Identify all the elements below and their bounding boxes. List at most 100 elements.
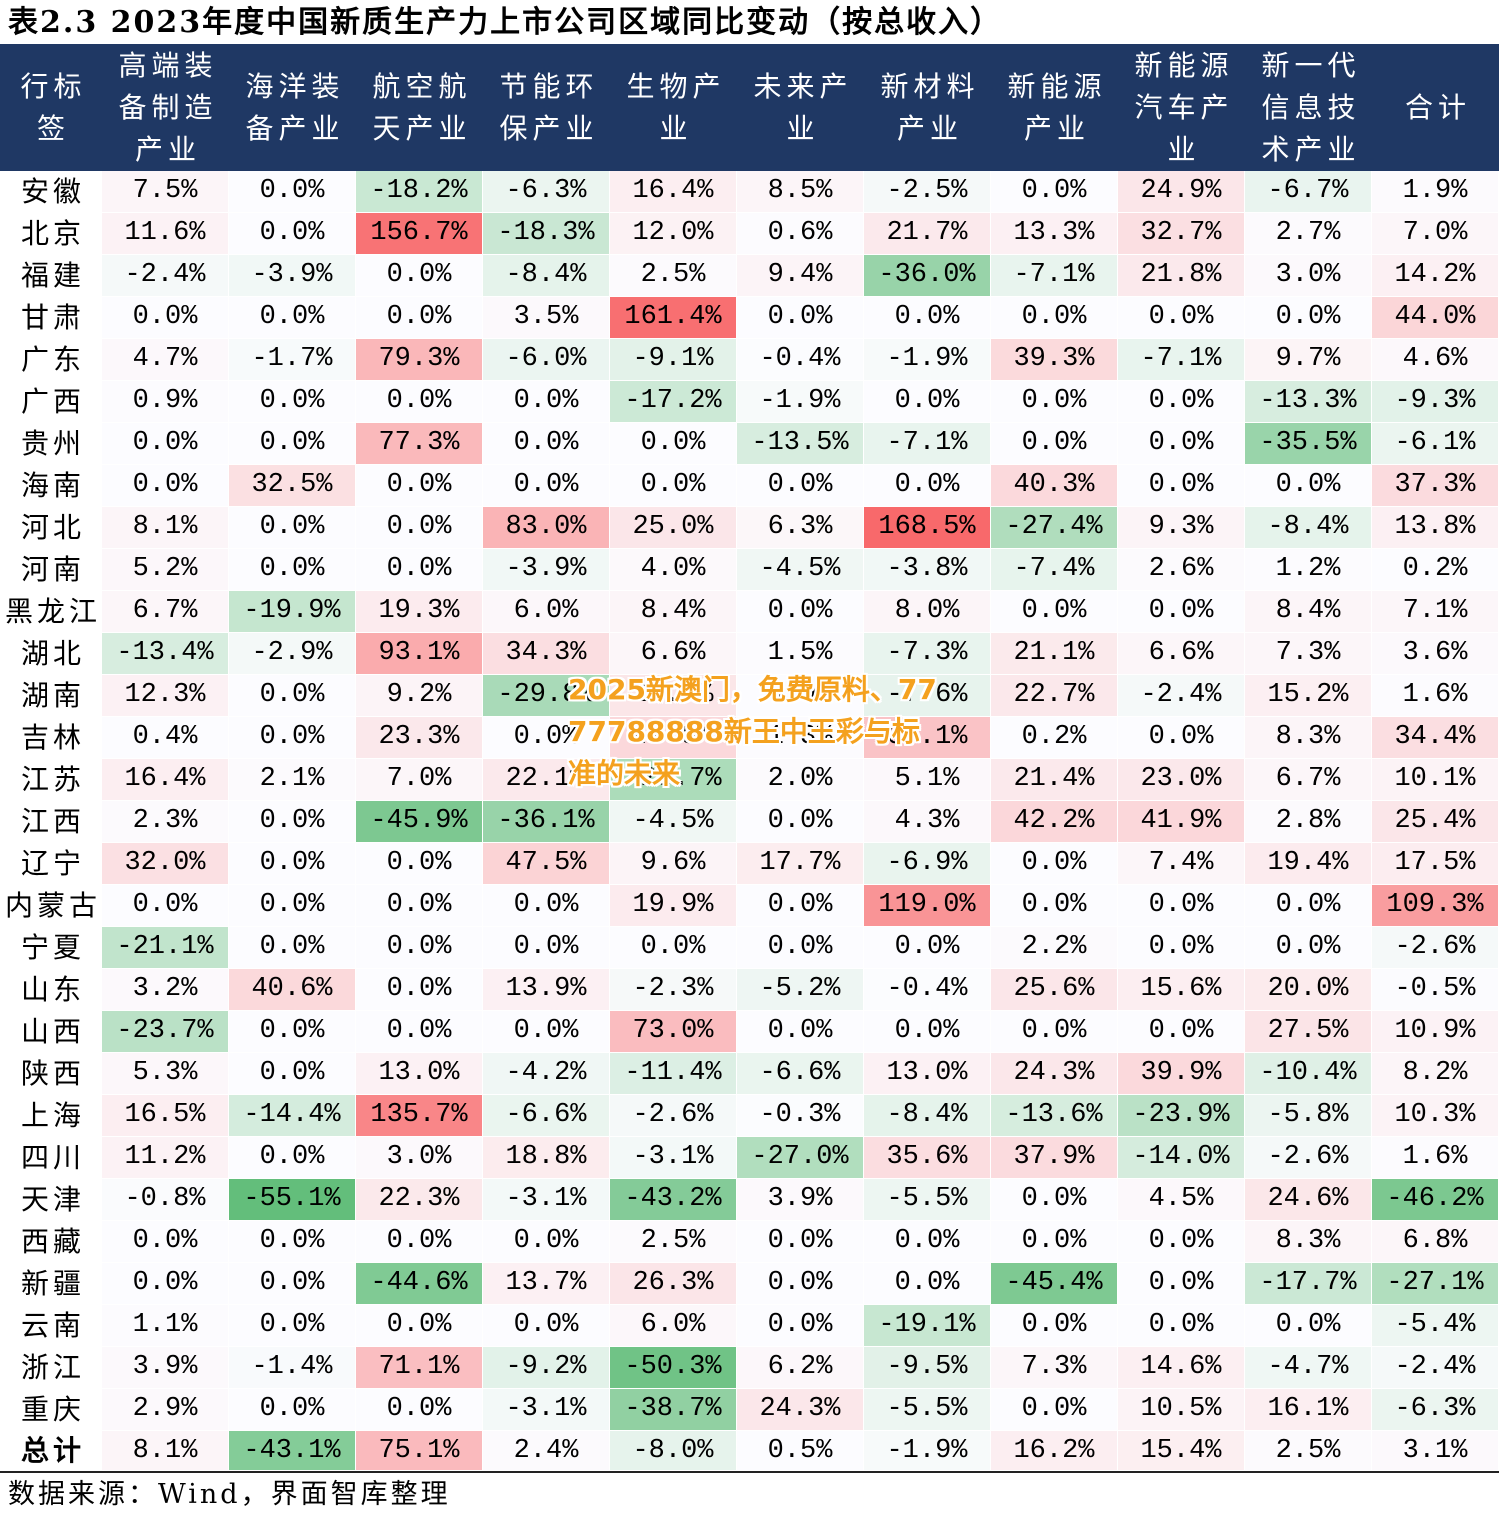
value-cell: 71.1%: [356, 1347, 483, 1389]
value-cell: 32.5%: [229, 465, 356, 507]
value-cell: -7.1%: [864, 423, 991, 465]
row-label: 重庆: [0, 1389, 102, 1431]
value-cell: 7.5%: [102, 171, 229, 213]
value-cell: 0.0%: [483, 927, 610, 969]
row-label: 山西: [0, 1011, 102, 1053]
value-cell: 0.0%: [356, 927, 483, 969]
value-cell: -13.3%: [1245, 381, 1372, 423]
row-label: 江苏: [0, 759, 102, 801]
row-label: 山东: [0, 969, 102, 1011]
value-cell: 83.0%: [483, 507, 610, 549]
value-cell: 0.0%: [356, 549, 483, 591]
value-cell: 1.3%: [737, 717, 864, 759]
value-cell: -13.6%: [991, 1095, 1118, 1137]
value-cell: 0.0%: [483, 381, 610, 423]
value-cell: 0.0%: [991, 843, 1118, 885]
value-cell: 0.0%: [610, 927, 737, 969]
table-row: 福建 -2.4% -3.9% 0.0% -8.4% 2.5% 9.4% -36.0% -7.1%…: [0, 255, 1499, 297]
value-cell: 8.1%: [102, 507, 229, 549]
value-cell: 23.3%: [356, 717, 483, 759]
value-cell: 5.3%: [102, 1053, 229, 1095]
row-label: 湖南: [0, 675, 102, 717]
value-cell: 37.9%: [991, 1137, 1118, 1179]
value-cell: -0.8%: [102, 1179, 229, 1221]
value-cell: 0.0%: [991, 591, 1118, 633]
table-row: 甘肃 0.0% 0.0% 0.0% 3.5% 161.4% 0.0% 0.0% 0.0% 0.0%…: [0, 297, 1499, 339]
value-cell: 0.0%: [229, 507, 356, 549]
value-cell: -9.1%: [610, 339, 737, 381]
table-row: 宁夏 -21.1% 0.0% 0.0% 0.0% 0.0% 0.0% 0.0% 2.2% 0.0%…: [0, 927, 1499, 969]
value-cell: 3.9%: [737, 1179, 864, 1221]
value-cell: -21.1%: [102, 927, 229, 969]
value-cell: 9.6%: [610, 843, 737, 885]
value-cell: 1.6%: [1372, 1137, 1499, 1179]
value-cell: 79.3%: [356, 339, 483, 381]
value-cell: 19.9%: [610, 885, 737, 927]
value-cell: 0.0%: [991, 1305, 1118, 1347]
value-cell: 25.7%: [610, 675, 737, 717]
value-cell: 22.7%: [991, 675, 1118, 717]
value-cell: 0.0%: [610, 423, 737, 465]
value-cell: 0.0%: [1118, 423, 1245, 465]
row-label: 上海: [0, 1095, 102, 1137]
value-cell: 10.9%: [1372, 1011, 1499, 1053]
table-row: 湖南 12.3% 0.0% 9.2% -29.8% 25.7% 0.0% -7.6% 22.7%…: [0, 675, 1499, 717]
column-header: 新能源汽车产业: [1118, 44, 1245, 171]
watermark-line: 2025新澳门，免费原料、77: [568, 673, 937, 706]
value-cell: 75.1%: [356, 1431, 483, 1471]
value-cell: 0.0%: [229, 717, 356, 759]
value-cell: -3.1%: [483, 1179, 610, 1221]
value-cell: -7.6%: [864, 675, 991, 717]
value-cell: 156.7%: [356, 213, 483, 255]
value-cell: 24.9%: [1118, 171, 1245, 213]
value-cell: -7.3%: [864, 633, 991, 675]
value-cell: 21.7%: [864, 213, 991, 255]
value-cell: 0.0%: [864, 1011, 991, 1053]
value-cell: -2.6%: [610, 1095, 737, 1137]
value-cell: 0.0%: [991, 423, 1118, 465]
value-cell: 16.2%: [991, 1431, 1118, 1471]
value-cell: 0.0%: [102, 885, 229, 927]
value-cell: -44.6%: [356, 1263, 483, 1305]
value-cell: 0.0%: [991, 1389, 1118, 1431]
value-cell: 13.7%: [483, 1263, 610, 1305]
value-cell: -2.4%: [1372, 1347, 1499, 1389]
value-cell: -4.5%: [610, 801, 737, 843]
value-cell: 119.0%: [864, 885, 991, 927]
value-cell: 26.3%: [610, 1263, 737, 1305]
header-row: 行标签 高端装备制造产业 海洋装备产业 航空航天产业 节能环保产业 生物产业 未来产业 新材料…: [0, 44, 1499, 171]
table-row: 广西 0.9% 0.0% 0.0% 0.0% -17.2% -1.9% 0.0% 0.0% 0.0…: [0, 381, 1499, 423]
value-cell: 0.9%: [102, 381, 229, 423]
value-cell: 8.4%: [1245, 591, 1372, 633]
value-cell: -7.4%: [991, 549, 1118, 591]
table-row: 山西 -23.7% 0.0% 0.0% 0.0% 73.0% 0.0% 0.0% 0.0% 0.0…: [0, 1011, 1499, 1053]
value-cell: 0.0%: [229, 1263, 356, 1305]
table-row: 天津 -0.8% -55.1% 22.3% -3.1% -43.2% 3.9% -5.5% 0.…: [0, 1179, 1499, 1221]
value-cell: -3.1%: [483, 1389, 610, 1431]
value-cell: 0.5%: [737, 1431, 864, 1471]
value-cell: -0.4%: [737, 339, 864, 381]
value-cell: 3.6%: [1372, 633, 1499, 675]
value-cell: 0.0%: [483, 465, 610, 507]
value-cell: 40.3%: [991, 465, 1118, 507]
value-cell: -19.9%: [229, 591, 356, 633]
value-cell: 6.2%: [737, 1347, 864, 1389]
value-cell: 0.0%: [737, 297, 864, 339]
value-cell: -27.4%: [991, 507, 1118, 549]
value-cell: -5.4%: [1372, 1305, 1499, 1347]
value-cell: 44.0%: [1372, 297, 1499, 339]
value-cell: 6.6%: [1118, 633, 1245, 675]
value-cell: 0.0%: [991, 885, 1118, 927]
value-cell: 2.5%: [1245, 1431, 1372, 1471]
value-cell: 0.0%: [864, 1221, 991, 1263]
value-cell: -18.3%: [483, 213, 610, 255]
value-cell: 0.0%: [356, 1011, 483, 1053]
value-cell: -6.1%: [1372, 423, 1499, 465]
table-row: 河北 8.1% 0.0% 0.0% 83.0% 25.0% 6.3% 168.5% -27.4%…: [0, 507, 1499, 549]
value-cell: -9.5%: [864, 1347, 991, 1389]
value-cell: 0.0%: [102, 1221, 229, 1263]
value-cell: 6.6%: [610, 633, 737, 675]
value-cell: 9.7%: [1245, 339, 1372, 381]
value-cell: -38.7%: [610, 1389, 737, 1431]
value-cell: 41.9%: [1118, 801, 1245, 843]
